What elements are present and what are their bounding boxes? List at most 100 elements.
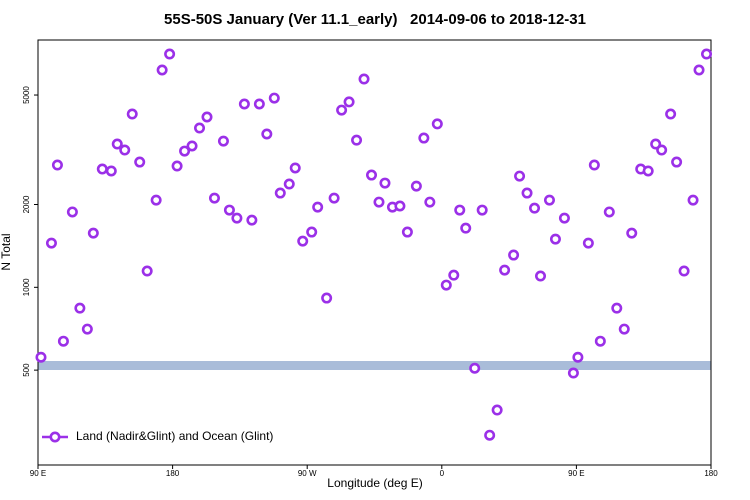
data-point — [431, 118, 443, 130]
data-point — [678, 265, 690, 277]
data-point — [588, 159, 600, 171]
data-point — [51, 159, 63, 171]
data-point — [351, 134, 363, 146]
data-point — [312, 201, 324, 213]
data-point — [261, 128, 273, 140]
x-tick-label: 180 — [704, 469, 718, 478]
data-point — [514, 170, 526, 182]
data-point — [87, 227, 99, 239]
data-point — [454, 204, 466, 216]
data-point — [253, 98, 265, 110]
data-point — [549, 233, 561, 245]
data-point — [45, 237, 57, 249]
data-point — [671, 156, 683, 168]
data-point — [343, 96, 355, 108]
data-point — [134, 156, 146, 168]
data-point — [238, 98, 250, 110]
data-point — [358, 73, 370, 85]
x-tick-label: 90 E — [30, 469, 46, 478]
plot-frame — [37, 39, 712, 466]
data-point — [81, 323, 93, 335]
data-point — [201, 111, 213, 123]
data-point — [603, 206, 615, 218]
data-point — [194, 122, 206, 134]
data-point — [35, 351, 47, 363]
ocean-band — [38, 361, 711, 370]
data-point — [274, 187, 286, 199]
data-point — [508, 249, 520, 261]
data-point — [401, 226, 413, 238]
data-point — [156, 64, 168, 76]
x-tick-label: 0 — [440, 469, 445, 478]
data-point — [611, 302, 623, 314]
data-point — [119, 144, 131, 156]
data-point — [126, 108, 138, 120]
data-point — [642, 165, 654, 177]
y-tick-label: 5000 — [22, 86, 31, 104]
data-point — [150, 194, 162, 206]
data-point — [289, 162, 301, 174]
data-point — [424, 196, 436, 208]
x-tick-label: 90 E — [568, 469, 584, 478]
data-point — [484, 429, 496, 441]
data-point — [476, 204, 488, 216]
legend-label: Land (Nadir&Glint) and Ocean (Glint) — [76, 429, 273, 443]
data-point — [535, 270, 547, 282]
data-point — [283, 178, 295, 190]
data-point — [594, 335, 606, 347]
data-point — [141, 265, 153, 277]
data-point — [499, 264, 511, 276]
y-tick-label: 1000 — [22, 278, 31, 296]
data-point — [164, 48, 176, 60]
data-point — [328, 192, 340, 204]
data-point — [440, 279, 452, 291]
data-point — [558, 212, 570, 224]
data-point — [650, 138, 662, 150]
x-tick-label: 180 — [166, 469, 180, 478]
x-axis-label: Longitude (deg E) — [327, 476, 422, 490]
data-point — [246, 214, 258, 226]
data-point — [521, 187, 533, 199]
data-point — [687, 194, 699, 206]
data-point — [379, 177, 391, 189]
data-point — [618, 323, 630, 335]
data-point — [321, 292, 333, 304]
data-point — [418, 132, 430, 144]
data-point — [460, 222, 472, 234]
data-point — [223, 204, 235, 216]
y-tick-label: 500 — [22, 363, 31, 377]
y-tick-label: 2000 — [22, 195, 31, 213]
data-point — [66, 206, 78, 218]
data-point — [366, 169, 378, 181]
data-point — [582, 237, 594, 249]
data-point — [208, 192, 220, 204]
data-point — [373, 196, 385, 208]
data-point — [572, 351, 584, 363]
data-point — [217, 135, 229, 147]
data-point — [186, 140, 198, 152]
data-point — [543, 194, 555, 206]
data-point — [268, 92, 280, 104]
data-point — [336, 104, 348, 116]
data-point — [701, 48, 713, 60]
data-point — [231, 212, 243, 224]
data-point — [297, 235, 309, 247]
data-point — [469, 362, 481, 374]
data-point — [448, 269, 460, 281]
data-point — [171, 160, 183, 172]
data-point — [306, 226, 318, 238]
legend-marker — [49, 431, 61, 443]
data-point — [179, 145, 191, 157]
data-point — [74, 302, 86, 314]
y-axis-label: N Total — [0, 233, 13, 270]
data-point — [96, 163, 108, 175]
data-point — [111, 138, 123, 150]
data-point — [410, 180, 422, 192]
data-point — [626, 227, 638, 239]
data-point — [105, 165, 117, 177]
data-point — [693, 64, 705, 76]
chart-title: 55S-50S January (Ver 11.1_early) 2014-09… — [164, 11, 586, 28]
data-point — [529, 202, 541, 214]
